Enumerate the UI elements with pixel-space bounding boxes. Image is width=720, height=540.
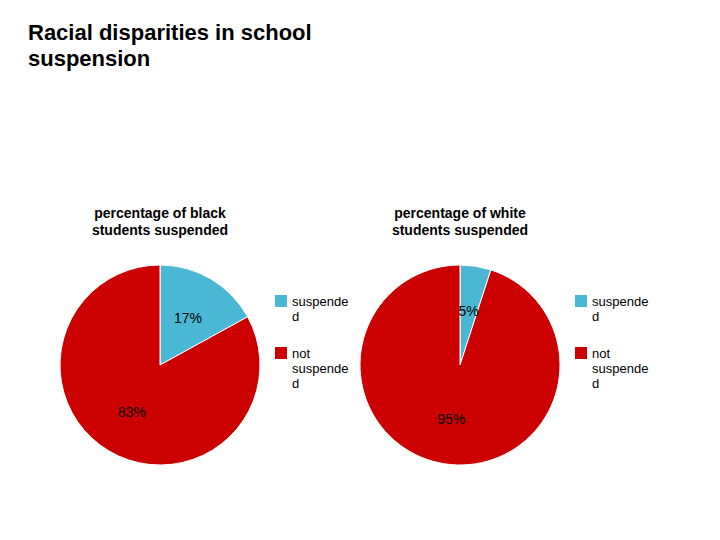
legend-item: notsuspended xyxy=(575,346,648,391)
text-line: percentage of white xyxy=(394,205,526,221)
text-line: suspende xyxy=(592,361,648,376)
legend-item: notsuspended xyxy=(275,346,348,391)
legend-label: notsuspended xyxy=(292,346,348,391)
legend-swatch xyxy=(275,347,287,359)
legend-swatch xyxy=(275,295,287,307)
text-line: suspende xyxy=(292,361,348,376)
pie-title: percentage of blackstudents suspended xyxy=(92,205,228,238)
legend: suspendednotsuspended xyxy=(275,294,348,391)
text-line: d xyxy=(292,376,299,391)
chart: Racial disparities in schoolsuspension pe… xyxy=(0,0,720,540)
pie-title: percentage of whitestudents suspended xyxy=(392,205,528,238)
text-line: not xyxy=(592,346,610,361)
text-line: d xyxy=(592,376,599,391)
legend-label: suspended xyxy=(292,294,348,324)
text-line: Racial disparities in school xyxy=(28,20,312,45)
data-label: 5% xyxy=(458,303,478,319)
data-label: 17% xyxy=(174,310,202,326)
text-line: not xyxy=(292,346,310,361)
legend-swatch xyxy=(575,295,587,307)
text-line: students suspended xyxy=(92,222,228,238)
text-line: suspende xyxy=(292,294,348,309)
legend: suspendednotsuspended xyxy=(575,294,648,391)
text-line: suspende xyxy=(592,294,648,309)
pie xyxy=(360,265,560,465)
data-label: 83% xyxy=(118,404,146,420)
data-labels: 17% 83% xyxy=(118,310,202,421)
text-line: d xyxy=(592,309,599,324)
title: Racial disparities in schoolsuspension xyxy=(28,20,312,71)
legend-item: suspended xyxy=(575,294,648,324)
data-labels: 5% 95% xyxy=(437,303,478,428)
text-line: suspension xyxy=(28,46,150,71)
text-line: students suspended xyxy=(392,222,528,238)
text-line: d xyxy=(292,309,299,324)
legend-item: suspended xyxy=(275,294,348,324)
pie-slice xyxy=(360,265,560,465)
pie xyxy=(60,265,260,465)
legend-label: notsuspended xyxy=(592,346,648,391)
data-label: 95% xyxy=(437,411,465,427)
legend-swatch xyxy=(575,347,587,359)
pie-slice xyxy=(60,265,260,465)
legend-label: suspended xyxy=(592,294,648,324)
text-line: percentage of black xyxy=(94,205,226,221)
